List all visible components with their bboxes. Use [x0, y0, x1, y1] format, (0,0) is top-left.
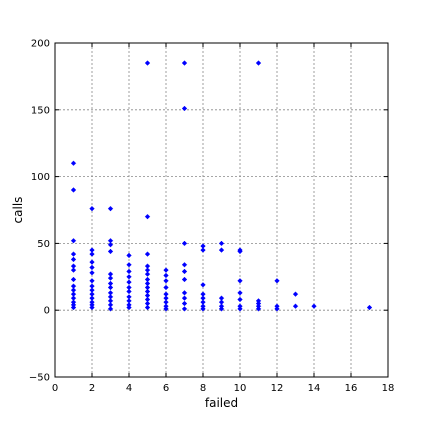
scatter-point — [126, 279, 132, 285]
scatter-point — [181, 268, 188, 275]
scatter-point — [144, 304, 151, 311]
scatter-point — [107, 205, 114, 212]
scatter-point — [181, 240, 188, 247]
y-tick-label: 50 — [37, 239, 50, 250]
scatter-point — [107, 275, 114, 281]
scatter-point — [237, 290, 243, 296]
y-tick-label: 100 — [31, 172, 50, 183]
x-tick-label: 4 — [126, 383, 132, 394]
x-tick-label: 16 — [345, 383, 358, 394]
scatter-point — [70, 256, 77, 263]
x-tick-label: 0 — [52, 383, 58, 394]
scatter-point — [126, 252, 132, 259]
scatter-point — [126, 274, 132, 280]
x-tick-label: 6 — [163, 383, 169, 394]
x-tick-label: 12 — [271, 383, 284, 394]
scatter-point — [181, 276, 188, 283]
scatter-point — [70, 160, 77, 166]
scatter-point — [107, 284, 114, 291]
scatter-point — [181, 105, 188, 112]
scatter-point — [126, 304, 132, 311]
y-tick-label: 150 — [31, 105, 50, 116]
scatter-point — [218, 306, 225, 312]
scatter-point — [181, 306, 188, 312]
scatter-point — [274, 306, 280, 312]
scatter-point — [70, 276, 77, 283]
x-tick-label: 14 — [308, 383, 321, 394]
scatter-point — [237, 278, 243, 284]
scatter-point — [200, 306, 206, 312]
scatter-point — [181, 300, 188, 307]
scatter-point — [89, 251, 95, 257]
scatter-point — [107, 306, 114, 312]
x-tick-label: 2 — [89, 383, 95, 394]
scatter-point — [292, 291, 299, 297]
y-tick-label: 0 — [44, 306, 50, 317]
scatter-point — [89, 205, 95, 212]
scatter-point — [218, 240, 225, 247]
x-tick-label: 18 — [382, 383, 395, 394]
scatter-point — [200, 247, 206, 253]
scatter-point — [70, 238, 77, 244]
scatter-point — [200, 282, 206, 288]
scatter-point — [237, 248, 243, 255]
scatter-point — [255, 306, 262, 312]
scatter-point — [144, 60, 151, 66]
scatter-point — [126, 262, 132, 268]
y-tick-label: 200 — [31, 39, 50, 50]
y-axis-label: calls — [11, 197, 25, 224]
scatter-point — [89, 278, 95, 284]
scatter-point — [144, 271, 151, 277]
grid-layer — [55, 43, 388, 377]
scatter-point — [237, 296, 243, 303]
x-axis-label: failed — [205, 396, 238, 410]
scatter-point — [144, 251, 151, 257]
scatter-point — [70, 304, 77, 311]
scatter-point — [292, 303, 299, 309]
scatter-point — [237, 306, 243, 312]
scatter-point — [255, 60, 262, 66]
y-tick-label: −50 — [29, 373, 50, 384]
scatter-point — [89, 270, 95, 276]
scatter-point — [163, 278, 169, 284]
scatter-point — [163, 306, 169, 312]
scatter-point — [70, 267, 77, 273]
scatter-point — [126, 268, 132, 275]
scatter-point — [163, 284, 169, 291]
x-tick-label: 10 — [234, 383, 247, 394]
scatter-point — [163, 267, 169, 273]
scatter-point — [89, 264, 95, 271]
scatter-point — [218, 247, 225, 253]
scatter-point — [366, 304, 373, 311]
point-layer — [70, 60, 373, 312]
scatter-point — [181, 60, 188, 66]
scatter-point — [107, 242, 114, 248]
scatter-point — [274, 278, 280, 284]
scatter-point — [144, 213, 151, 220]
scatter-point — [181, 262, 188, 268]
scatter-point — [311, 303, 317, 309]
scatter-point — [126, 288, 132, 295]
plot-frame — [54, 42, 389, 378]
scatter-point — [181, 290, 188, 296]
x-tick-label: 8 — [200, 383, 206, 394]
scatter-point — [181, 295, 188, 301]
scatter-point — [70, 187, 77, 193]
scatter-point — [89, 259, 95, 265]
scatter-point — [89, 304, 95, 311]
scatter-point — [107, 248, 114, 255]
scatter-point — [70, 251, 77, 257]
scatter-point — [163, 272, 169, 279]
